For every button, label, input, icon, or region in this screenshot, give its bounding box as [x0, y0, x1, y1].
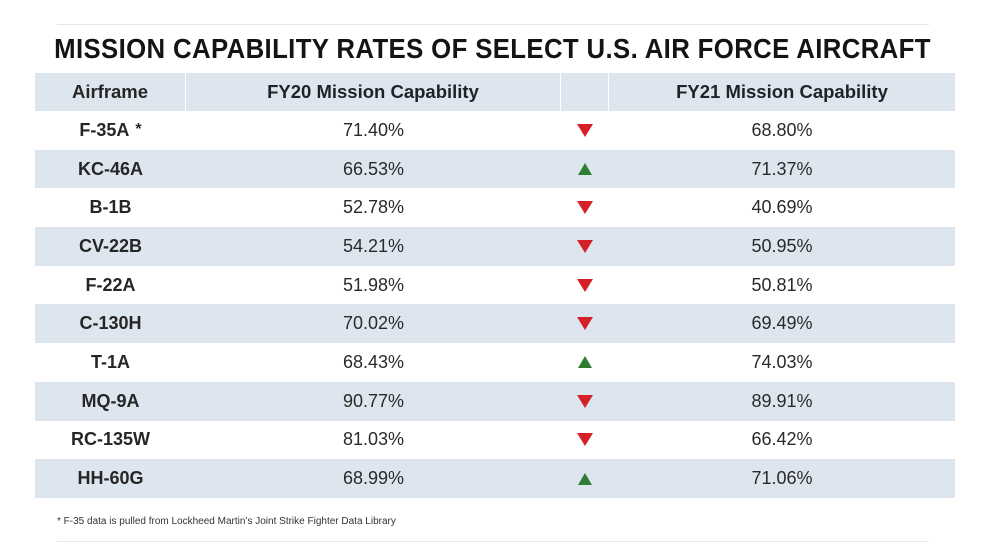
fy20-value: 54.21% [342, 235, 405, 256]
down-arrow-icon [577, 123, 593, 137]
airframe-cell: RC-135W [35, 421, 186, 460]
fy21-value: 74.03% [751, 351, 813, 372]
up-arrow-icon [578, 356, 592, 369]
fy20-value: 70.02% [342, 313, 405, 334]
down-arrow-icon [577, 394, 593, 408]
airframe-cell: KC-46A [35, 150, 186, 189]
chart-title: MISSION CAPABILITY RATES OF SELECT U.S. … [54, 33, 931, 64]
airframe-label: B-1B [89, 197, 132, 218]
capability-table: Airframe FY20 Mission Capability FY21 Mi… [35, 73, 955, 498]
trend-cell [561, 150, 609, 189]
column-header-trend [561, 73, 609, 111]
trend-cell [561, 421, 609, 460]
down-arrow-icon [577, 317, 593, 331]
fy20-value: 52.78% [342, 197, 405, 218]
fy21-value: 89.91% [751, 390, 813, 411]
up-arrow-icon [578, 163, 592, 176]
fy21-value: 50.81% [751, 274, 813, 295]
airframe-label: F-35A [79, 119, 130, 140]
fy20-value: 68.99% [342, 468, 405, 489]
table-row: RC-135W 81.03% 66.42% [35, 421, 955, 460]
trend-cell [561, 382, 609, 421]
airframe-cell: C-130H [35, 304, 186, 343]
airframe-label: CV-22B [78, 235, 143, 256]
table-row: T-1A 68.43% 74.03% [35, 343, 955, 382]
bottom-rule [57, 541, 929, 542]
down-arrow-icon [577, 433, 593, 447]
table-row: F-22A 51.98% 50.81% [35, 266, 955, 305]
down-arrow-icon [577, 239, 593, 253]
top-rule [57, 24, 929, 25]
fy21-value: 66.42% [751, 429, 813, 450]
airframe-label: RC-135W [70, 429, 150, 450]
airframe-label: HH-60G [77, 468, 144, 489]
airframe-cell: T-1A [35, 343, 186, 382]
fy20-value: 81.03% [342, 429, 405, 450]
trend-cell [561, 111, 609, 150]
column-header-fy21: FY21 Mission Capability [676, 81, 888, 102]
fy21-value: 68.80% [751, 119, 813, 140]
footnote: * F-35 data is pulled from Lockheed Mart… [57, 516, 396, 527]
table-row: B-1B 52.78% 40.69% [35, 188, 955, 227]
table-row: C-130H 70.02% 69.49% [35, 304, 955, 344]
column-header-fy20: FY20 Mission Capability [186, 73, 561, 111]
airframe-cell: F-22A [35, 266, 186, 305]
fy20-value: 90.77% [342, 390, 405, 411]
airframe-cell: B-1B [35, 188, 186, 227]
trend-cell [561, 459, 609, 498]
fy20-value: 68.43% [342, 351, 405, 372]
table-header-row: Airframe FY20 Mission Capability FY21 Mi… [35, 73, 955, 111]
airframe-label: T-1A [90, 351, 130, 372]
down-arrow-icon [577, 278, 593, 292]
fy20-value: 66.53% [342, 158, 405, 179]
fy21-value: 40.69% [751, 197, 813, 218]
trend-cell [561, 343, 609, 382]
table-row: CV-22B 54.21% 50.95% [35, 227, 955, 266]
airframe-label: KC-46A [77, 158, 143, 179]
airframe-cell: CV-22B [35, 227, 186, 266]
table-row: MQ-9A 90.77% 89.91% [35, 381, 955, 421]
fy21-value: 50.95% [751, 235, 813, 256]
airframe-label: C-130H [79, 313, 142, 334]
airframe-label: F-22A [85, 274, 136, 295]
footnote-marker: * [135, 121, 142, 139]
column-header-airframe: Airframe [35, 73, 186, 111]
trend-cell [561, 304, 609, 343]
airframe-cell: HH-60G [35, 459, 186, 498]
fy21-value: 71.37% [751, 158, 813, 179]
fy21-value: 69.49% [751, 313, 813, 334]
fy21-value: 71.06% [751, 468, 813, 489]
table-body: F-35A * 71.40% 68.80% KC-46A 66.53% 71.37% B-1B… [35, 111, 955, 498]
up-arrow-icon [578, 472, 592, 485]
fy20-value: 51.98% [342, 274, 405, 295]
airframe-label: MQ-9A [81, 390, 140, 411]
table-row: F-35A * 71.40% 68.80% [35, 111, 955, 150]
trend-cell [561, 266, 609, 305]
trend-cell [561, 188, 609, 227]
table-row: HH-60G 68.99% 71.06% [35, 459, 955, 498]
trend-cell [561, 227, 609, 266]
table-row: KC-46A 66.53% 71.37% [35, 149, 955, 189]
down-arrow-icon [577, 201, 593, 215]
fy20-value: 71.40% [342, 119, 405, 140]
airframe-cell: MQ-9A [35, 382, 186, 421]
airframe-cell: F-35A * [35, 111, 186, 150]
